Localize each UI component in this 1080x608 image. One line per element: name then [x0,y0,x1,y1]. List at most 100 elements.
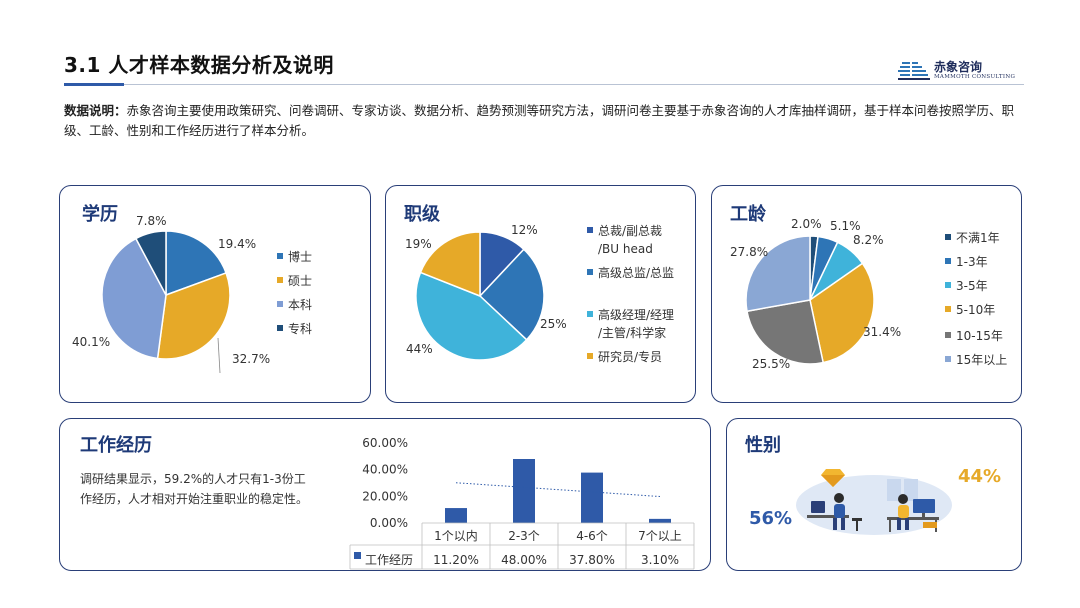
work-table-value-2: 37.80% [569,553,615,567]
seniority-legend-swatch-5 [945,356,951,362]
seniority-legend-label-3: 5-10年 [956,303,995,317]
work-x-tick-1: 2-3个 [508,529,540,543]
gender-card: 性别 56% 44% [726,418,1022,571]
education-value-label-2: 40.1% [72,335,110,349]
work-x-tick-2: 4-6个 [576,529,608,543]
education-slice-3 [134,230,167,296]
seniority-card: 工龄 2.0% 5.1% 8.2% 31.4% 25.5% 27.8% 不满1年 1-3年 3-… [711,185,1022,403]
mammoth-logo-icon [898,62,930,80]
work-experience-card: 工作经历 调研结果显示，59.2%的人才只有1-3份工作经历，人才相对开始注重职… [59,418,711,571]
education-legend-swatch-2 [277,301,283,307]
education-legend-label-0: 博士 [288,249,312,264]
education-legend-swatch-1 [277,277,283,283]
work-series-swatch [354,552,361,559]
page-title: 3.1 人才样本数据分析及说明 [64,53,334,77]
female-worker-icon [887,494,939,532]
job-level-legend-swatch-1 [587,269,593,275]
job-level-slice-1 [478,248,545,341]
education-card: 学历 19.4% 32.7% 40.1% 7.8% 博士 硕士 本科 专科 [59,185,371,403]
job-level-legend-label-0: 总裁/副总裁 [598,224,662,238]
seniority-slice-4 [746,299,825,365]
data-description-text: 赤象咨询主要使用政策研究、问卷调研、专家访谈、数据分析、趋势预测等研究方法，调研… [64,103,1015,138]
seniority-title: 工龄 [730,204,766,225]
gender-title: 性别 [745,435,781,456]
job-level-legend-swatch-0 [587,227,593,233]
work-bar-0 [445,508,467,523]
seniority-legend-swatch-2 [945,282,951,288]
work-bar-2 [581,472,603,523]
job-level-slice-2 [415,271,528,361]
gender-female-percent: 44% [958,466,1002,487]
seniority-legend-label-5: 15年以上 [956,353,1007,367]
work-y-tick-1: 20.00% [362,489,408,503]
job-level-legend-label-0-1: /BU head [598,242,653,256]
seniority-slice-3 [809,262,875,364]
title-divider [64,84,1024,85]
seniority-value-label-0: 2.0% [791,217,822,231]
seniority-value-label-2: 8.2% [853,233,884,247]
education-legend-swatch-0 [277,253,283,259]
seniority-value-label-1: 5.1% [830,219,861,233]
education-value-label-3: 7.8% [136,214,167,228]
work-experience-description: 调研结果显示，59.2%的人才只有1-3份工作经历，人才相对开始注重职业的稳定性… [80,472,309,506]
job-level-legend-label-2-1: /主管/科学家 [598,325,666,340]
job-level-value-label-0: 12% [511,223,538,237]
gender-male-percent: 56% [749,508,793,529]
male-worker-icon [807,493,862,531]
title-accent-bar [64,83,124,86]
education-legend-label-1: 硕士 [288,274,312,288]
work-trendline [455,482,661,498]
work-x-tick-0: 1个以内 [434,529,478,543]
seniority-value-label-3: 31.4% [863,325,901,339]
job-level-legend-label-3: 研究员/专员 [598,349,662,364]
education-legend-label-2: 本科 [288,298,312,312]
work-experience-title: 工作经历 [80,435,152,456]
education-title: 学历 [82,204,118,225]
seniority-legend-label-0: 不满1年 [956,231,1000,245]
work-table-value-1: 48.00% [501,553,547,567]
diamond-icon [821,469,845,487]
job-level-pie-chart: 12% 25% 44% 19% 总裁/副总裁/BU head 高级总监/总监高级经理/经理… [405,223,674,364]
education-legend-label-3: 专科 [288,321,312,336]
job-level-value-label-2: 44% [406,342,433,356]
job-level-card: 职级 12% 25% 44% 19% 总裁/副总裁/BU head 高级总监/总监 高级经理… [385,185,696,403]
job-level-legend-swatch-3 [587,353,593,359]
company-logo: 赤象咨询 MAMMOTH CONSULTING [898,58,1016,82]
job-level-value-label-3: 19% [405,237,432,251]
work-experience-bar-chart: 0.00% 20.00% 40.00% 60.00% 1个以内 2-3个 4-6个 7个以上 1… [349,436,695,570]
education-legend-swatch-3 [277,325,283,331]
work-bar-3 [649,518,671,523]
education-leader-line-1 [217,337,221,374]
data-description: 数据说明：赤象咨询主要使用政策研究、问卷调研、专家访谈、数据分析、趋势预测等研究… [64,101,1024,141]
data-description-label: 数据说明： [64,103,127,118]
seniority-legend-label-4: 10-15年 [956,329,1003,343]
job-level-legend-label-1: 高级总监/总监 [598,265,674,280]
education-value-label-1: 32.7% [232,352,270,366]
seniority-legend-swatch-4 [945,332,951,338]
job-level-legend-swatch-2 [587,311,593,317]
office-workers-illustration [796,469,952,535]
education-slice-0 [165,230,228,297]
seniority-pie-chart: 2.0% 5.1%8.2% 31.4% 25.5% 27.8% 不满1年 1-3年 3-5年 5… [730,217,1007,371]
work-table-value-3: 3.10% [641,553,679,567]
work-y-tick-3: 60.00% [362,436,408,450]
work-y-tick-2: 40.00% [362,463,408,477]
seniority-legend-swatch-3 [945,306,951,312]
seniority-legend-label-1: 1-3年 [956,255,988,269]
education-slice-2 [101,237,167,360]
job-level-title: 职级 [404,204,440,225]
seniority-legend-swatch-0 [945,234,951,240]
seniority-value-label-4: 25.5% [752,357,790,371]
logo-text-cn: 赤象咨询 [934,60,983,74]
job-level-legend-label-2: 高级经理/经理 [598,307,674,322]
work-bar-1 [513,459,535,523]
work-table-value-0: 11.20% [433,553,479,567]
seniority-legend-label-2: 3-5年 [956,279,988,293]
job-level-slice-3 [419,231,481,298]
seniority-slice-5 [745,235,811,313]
seniority-value-label-5: 27.8% [730,245,768,259]
seniority-legend-swatch-1 [945,258,951,264]
education-slice-1 [156,271,231,360]
job-level-value-label-1: 25% [540,317,567,331]
